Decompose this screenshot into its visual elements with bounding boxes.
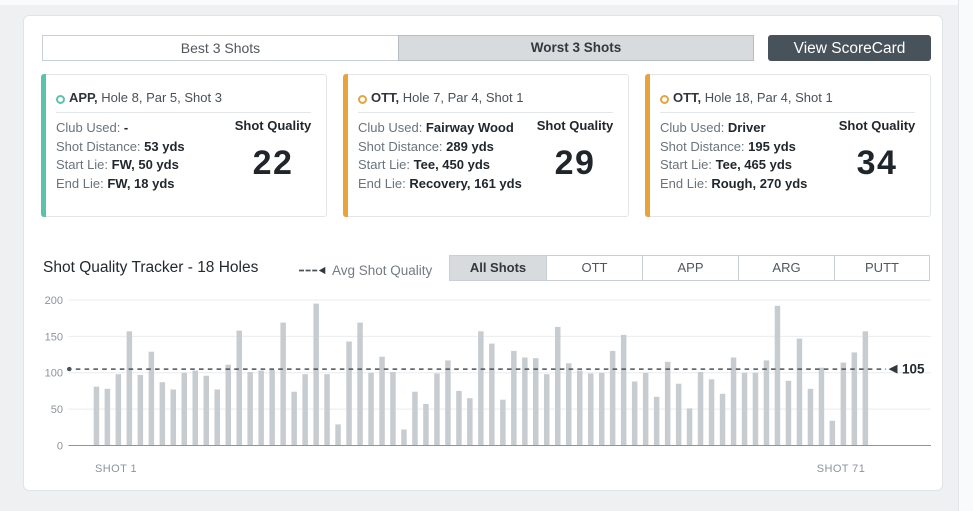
svg-text:200: 200: [45, 295, 63, 307]
svg-text:100: 100: [45, 368, 63, 380]
svg-text:SHOT 1: SHOT 1: [95, 463, 137, 475]
svg-text:50: 50: [51, 404, 63, 416]
svg-text:105: 105: [902, 362, 925, 377]
svg-text:0: 0: [57, 440, 63, 452]
svg-text:150: 150: [45, 331, 63, 343]
svg-text:SHOT 71: SHOT 71: [817, 463, 865, 475]
